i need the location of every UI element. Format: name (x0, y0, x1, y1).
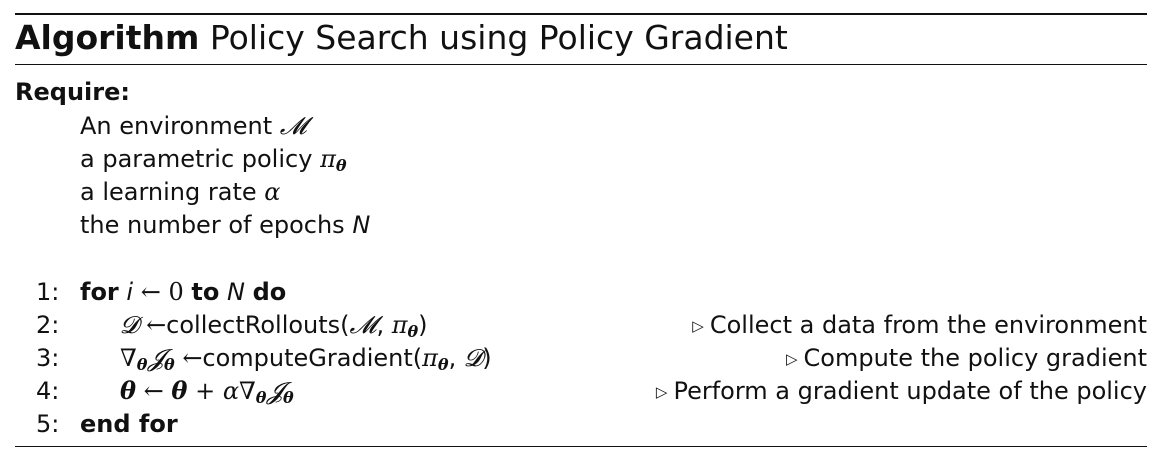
comment-text: Compute the policy gradient (803, 344, 1147, 372)
assign-arrow: ← (182, 344, 203, 372)
compute-gradient-call: computeGradient( (202, 344, 423, 372)
comment-triangle-icon: ▷ (692, 317, 704, 335)
for-keyword: for (80, 278, 119, 306)
require-label: Require: (15, 78, 130, 106)
step-1-body: for i ← 0 to N do (80, 277, 286, 307)
step-4-comment: ▷ Perform a gradient update of the policy (656, 376, 1147, 407)
policy-subscript: θ (407, 322, 419, 341)
policy-symbol: π (422, 344, 438, 372)
dataset-symbol: 𝓓 (120, 311, 139, 339)
epochs-symbol: N (352, 211, 371, 239)
arg-separator: , (448, 344, 457, 372)
line-number: 4: (36, 377, 60, 405)
bottom-rule (15, 446, 1147, 447)
require-epochs-text: the number of epochs (80, 211, 345, 239)
assign-arrow: ← (143, 377, 164, 405)
loop-end: N (227, 278, 245, 306)
comment-text: Perform a gradient update of the policy (673, 377, 1147, 405)
learning-rate-symbol: α (264, 178, 281, 206)
require-learning-rate-text: a learning rate (80, 178, 257, 206)
close-paren: ) (482, 344, 492, 372)
comment-triangle-icon: ▷ (785, 350, 798, 368)
nabla-subscript: θ (136, 355, 148, 374)
policy-subscript: θ (437, 355, 449, 374)
loop-start: 0 (168, 278, 184, 306)
objective-subscript: θ (164, 355, 175, 374)
plus-sign: + (195, 377, 216, 405)
nabla-subscript: θ (255, 388, 267, 407)
theta-symbol: θ (171, 376, 188, 405)
dataset-symbol: 𝓓 (463, 344, 483, 372)
top-rule (15, 13, 1147, 15)
assign-arrow: ← (140, 278, 161, 306)
collect-rollouts-call: collectRollouts( (166, 311, 350, 339)
require-environment-text: An environment (80, 112, 273, 140)
comment-text: Collect a data from the environment (709, 311, 1147, 339)
comment-triangle-icon: ▷ (655, 383, 668, 401)
arg-separator: , (376, 311, 385, 339)
environment-symbol: 𝓜 (349, 311, 377, 339)
step-3-body: ∇θ𝓙θ ←computeGradient(πθ, 𝓓) (120, 343, 492, 373)
policy-subscript: θ (335, 156, 347, 175)
require-policy: a parametric policy πθ (80, 144, 347, 174)
environment-symbol: 𝓜 (279, 112, 307, 140)
step-2-body: 𝓓 ←collectRollouts(𝓜, πθ) (120, 310, 428, 340)
line-number: 2: (36, 311, 60, 339)
step-4-body: θ ← θ + α∇θ𝓙θ (120, 376, 294, 406)
require-epochs: the number of epochs N (80, 210, 370, 240)
line-number: 1: (36, 278, 60, 306)
objective-symbol: 𝓙 (147, 344, 164, 372)
nabla-symbol: ∇ (239, 377, 256, 405)
to-keyword: to (191, 278, 220, 306)
line-number: 5: (36, 410, 60, 438)
algorithm-name: Policy Search using Policy Gradient (209, 18, 788, 57)
do-keyword: do (252, 278, 287, 306)
require-learning-rate: a learning rate α (80, 177, 280, 207)
close-paren: ) (418, 311, 428, 339)
objective-symbol: 𝓙 (266, 377, 284, 405)
assign-arrow: ← (146, 311, 167, 339)
title-rule (15, 64, 1147, 65)
step-2-comment: ▷ Collect a data from the environment (692, 310, 1147, 341)
objective-subscript: θ (283, 388, 294, 407)
line-number: 3: (36, 344, 60, 372)
require-environment: An environment 𝓜 (80, 111, 307, 141)
loop-variable: i (126, 278, 134, 306)
learning-rate-symbol: α (222, 377, 240, 405)
policy-symbol: π (391, 311, 408, 339)
step-3-comment: ▷ Compute the policy gradient (786, 343, 1147, 374)
theta-symbol: θ (120, 376, 137, 405)
require-policy-text: a parametric policy (80, 145, 313, 173)
policy-symbol: π (320, 145, 336, 173)
nabla-symbol: ∇ (120, 344, 137, 372)
algorithm-keyword: Algorithm (15, 18, 200, 57)
algorithm-title: Algorithm Policy Search using Policy Gra… (15, 17, 788, 59)
end-for-keyword: end for (80, 410, 178, 438)
